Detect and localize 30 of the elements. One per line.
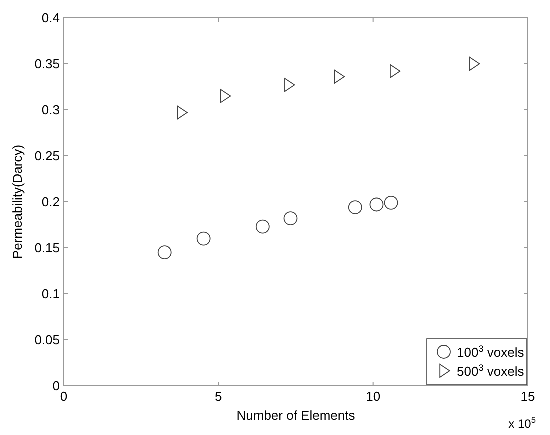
point bbox=[348, 200, 362, 214]
y-tick-label: 0.1 bbox=[42, 286, 60, 302]
y-tick-label: 0 bbox=[52, 378, 60, 394]
point bbox=[196, 232, 211, 246]
x-tick-label: 15 bbox=[520, 389, 536, 404]
y-tick-label: 0.25 bbox=[34, 148, 60, 164]
y-tick-label: 0.15 bbox=[34, 240, 60, 256]
point bbox=[284, 212, 298, 226]
point bbox=[220, 89, 232, 104]
point bbox=[384, 196, 398, 210]
point bbox=[177, 106, 188, 120]
text: x 10$^{5}$ bbox=[508, 415, 536, 431]
x-axis-title: Number of Elements bbox=[236, 408, 356, 423]
legend-label: 100$^{3}$ voxels bbox=[457, 344, 525, 360]
point bbox=[158, 246, 172, 260]
y-axis-title: Permeability(Darcy) bbox=[10, 144, 25, 260]
point bbox=[284, 78, 296, 92]
y-tick-label: 0.4 bbox=[42, 10, 60, 26]
point bbox=[470, 57, 480, 71]
x-tick-label: 5 bbox=[215, 389, 222, 404]
y-tick-label: 0.2 bbox=[42, 194, 60, 210]
y-tick-label: 0.35 bbox=[34, 56, 60, 72]
legend-label: 500$^{3}$ voxels bbox=[457, 363, 525, 379]
point bbox=[334, 70, 345, 84]
y-tick-label: 0.3 bbox=[42, 102, 60, 118]
point bbox=[390, 64, 401, 78]
y-tick-label: 0.05 bbox=[34, 332, 60, 348]
point bbox=[370, 198, 384, 212]
point bbox=[256, 220, 270, 234]
x-tick-label: 10 bbox=[366, 389, 381, 404]
